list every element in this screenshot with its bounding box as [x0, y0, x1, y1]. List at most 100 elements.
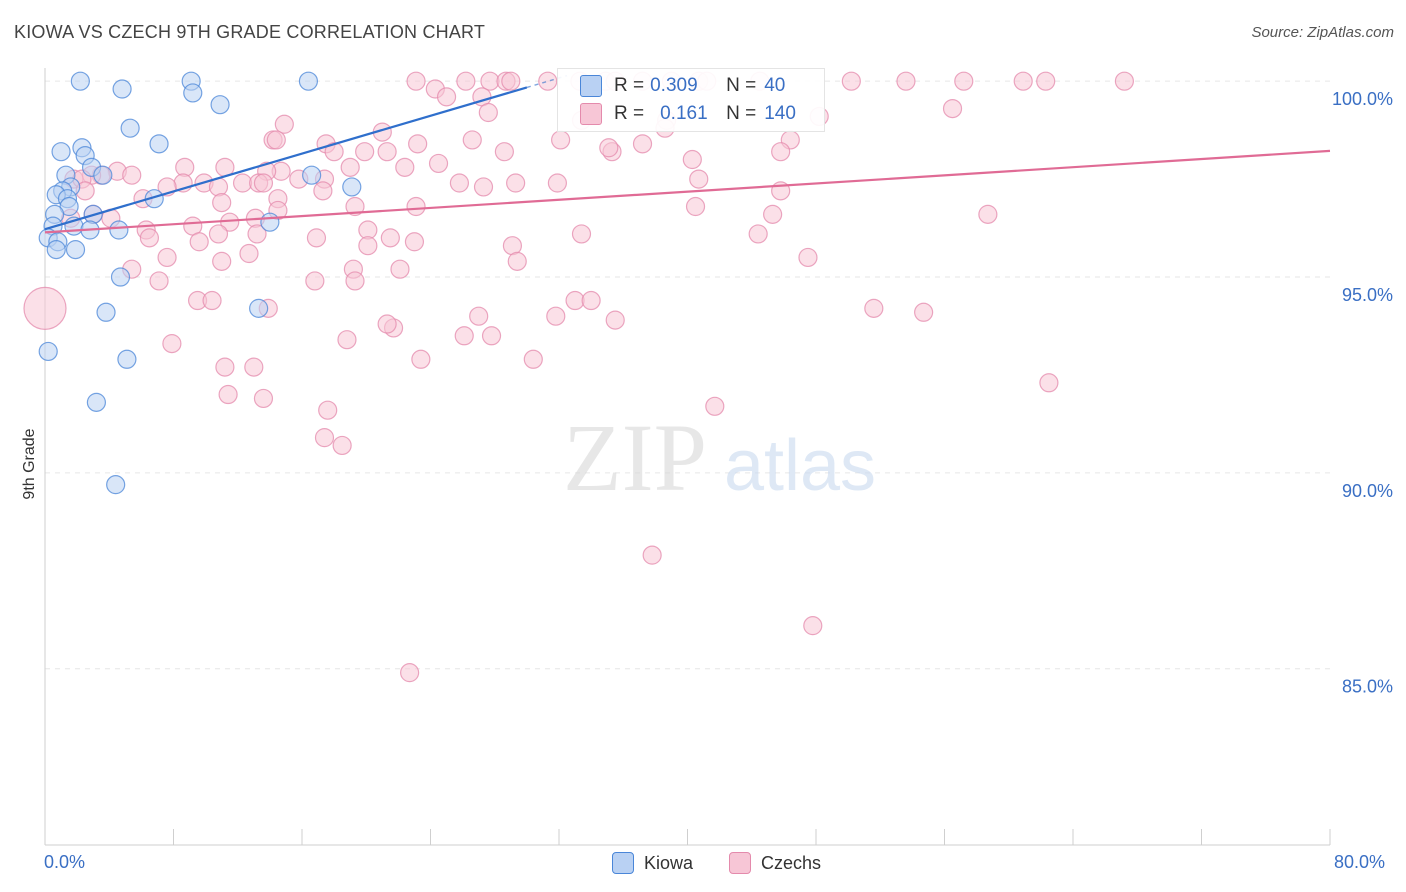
czech-point[interactable] — [605, 310, 625, 330]
czech-point[interactable] — [212, 193, 232, 213]
czech-point[interactable] — [215, 357, 235, 377]
legend-item-czechs[interactable]: Czechs — [729, 852, 821, 874]
kiowa-point[interactable] — [112, 79, 132, 99]
kiowa-point[interactable] — [210, 95, 230, 115]
czech-point[interactable] — [212, 251, 232, 271]
czech-point[interactable] — [538, 71, 558, 91]
czech-point[interactable] — [864, 298, 884, 318]
czech-point[interactable] — [202, 290, 222, 311]
czech-point[interactable] — [473, 177, 494, 197]
czech-point[interactable] — [266, 130, 286, 150]
czech-point[interactable] — [232, 173, 253, 193]
kiowa-point[interactable] — [249, 298, 269, 318]
czech-point[interactable] — [551, 130, 571, 150]
kiowa-point[interactable] — [260, 212, 280, 232]
czech-point[interactable] — [841, 71, 861, 91]
czech-point[interactable] — [428, 153, 449, 174]
czech-point[interactable] — [313, 181, 333, 201]
czech-point[interactable] — [358, 236, 378, 256]
czech-point[interactable] — [954, 71, 974, 91]
kiowa-point[interactable] — [38, 341, 58, 362]
czech-point[interactable] — [274, 114, 294, 134]
czech-point[interactable] — [253, 173, 274, 193]
czech-point[interactable] — [798, 247, 818, 268]
czech-point[interactable] — [469, 306, 489, 326]
czech-point[interactable] — [581, 290, 601, 311]
czech-point[interactable] — [1039, 373, 1059, 393]
czech-point[interactable] — [355, 142, 375, 162]
czech-point[interactable] — [685, 196, 706, 217]
czech-point[interactable] — [481, 326, 502, 346]
czech-point[interactable] — [565, 290, 585, 311]
czech-point[interactable] — [139, 228, 160, 248]
czech-point[interactable] — [449, 173, 470, 193]
czech-point[interactable] — [149, 271, 169, 291]
kiowa-point[interactable] — [46, 240, 66, 260]
czech-point[interactable] — [345, 271, 365, 291]
czech-point[interactable] — [978, 204, 998, 224]
czech-point[interactable] — [305, 271, 325, 291]
czech-point[interactable] — [571, 224, 592, 244]
czech-point[interactable] — [239, 243, 259, 264]
czech-point[interactable] — [162, 334, 182, 354]
czech-point[interactable] — [189, 232, 209, 252]
kiowa-point[interactable] — [96, 302, 116, 322]
czech-point[interactable] — [705, 396, 725, 416]
czech-point[interactable] — [1114, 71, 1135, 91]
czech-point[interactable] — [23, 286, 67, 330]
czech-point[interactable] — [390, 259, 410, 279]
czech-point[interactable] — [380, 228, 400, 248]
czech-point[interactable] — [896, 71, 916, 91]
czech-point[interactable] — [122, 165, 142, 185]
kiowa-point[interactable] — [86, 392, 107, 412]
czech-point[interactable] — [632, 134, 653, 154]
czech-point[interactable] — [771, 142, 791, 162]
czech-point[interactable] — [436, 87, 457, 107]
czech-point[interactable] — [763, 204, 783, 224]
czech-point[interactable] — [682, 149, 702, 170]
czech-point[interactable] — [454, 326, 474, 346]
czech-point[interactable] — [406, 71, 426, 91]
czech-point[interactable] — [1013, 71, 1033, 91]
czech-point[interactable] — [157, 247, 177, 268]
kiowa-point[interactable] — [342, 177, 362, 197]
czech-point[interactable] — [244, 357, 264, 377]
czech-point[interactable] — [247, 224, 267, 244]
kiowa-point[interactable] — [93, 165, 113, 185]
czech-point[interactable] — [507, 251, 527, 271]
czech-point[interactable] — [462, 130, 482, 150]
czech-point[interactable] — [406, 196, 426, 217]
czech-point[interactable] — [395, 157, 415, 177]
czech-point[interactable] — [803, 616, 823, 636]
kiowa-point[interactable] — [65, 240, 86, 260]
czech-point[interactable] — [324, 142, 344, 162]
legend-item-kiowa[interactable]: Kiowa — [612, 852, 693, 874]
kiowa-point[interactable] — [109, 220, 129, 240]
kiowa-point[interactable] — [117, 349, 137, 369]
czech-point[interactable] — [546, 306, 566, 326]
czech-point[interactable] — [942, 98, 963, 119]
czech-point[interactable] — [494, 142, 514, 162]
czech-point[interactable] — [1036, 71, 1056, 91]
czech-point[interactable] — [337, 330, 357, 350]
kiowa-point[interactable] — [120, 118, 140, 138]
czech-point[interactable] — [340, 157, 360, 177]
kiowa-point[interactable] — [149, 134, 169, 154]
czech-point[interactable] — [478, 102, 498, 123]
czech-point[interactable] — [218, 384, 238, 405]
czech-point[interactable] — [400, 663, 420, 683]
czech-point[interactable] — [208, 224, 229, 244]
czech-point[interactable] — [411, 349, 431, 369]
czech-point[interactable] — [306, 228, 327, 248]
czech-point[interactable] — [748, 224, 768, 244]
kiowa-point[interactable] — [106, 475, 126, 495]
czech-point[interactable] — [404, 232, 425, 252]
czech-point[interactable] — [314, 428, 335, 448]
kiowa-point[interactable] — [302, 165, 322, 185]
czech-point[interactable] — [377, 142, 397, 162]
kiowa-point[interactable] — [110, 267, 131, 287]
czech-point[interactable] — [914, 302, 934, 322]
czech-point[interactable] — [501, 71, 521, 91]
czech-point[interactable] — [318, 400, 338, 420]
czech-point[interactable] — [408, 134, 428, 154]
